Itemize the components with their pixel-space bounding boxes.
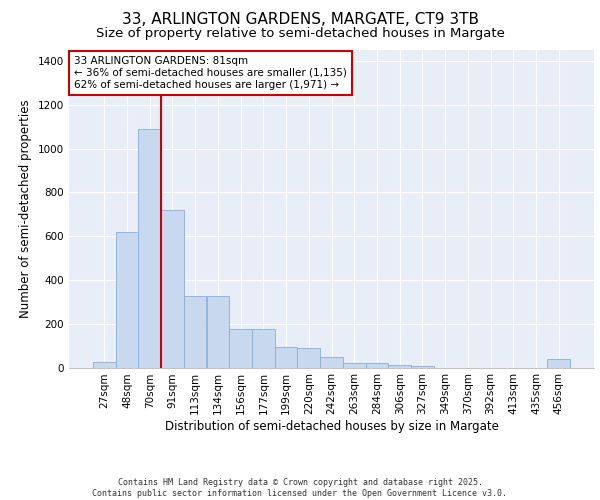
Bar [298,348,320,368]
Bar [229,329,252,368]
Bar [411,366,434,368]
Bar [388,366,411,368]
Bar [343,363,365,368]
X-axis label: Distribution of semi-detached houses by size in Margate: Distribution of semi-detached houses by … [164,420,499,433]
Text: Size of property relative to semi-detached houses in Margate: Size of property relative to semi-detach… [95,28,505,40]
Bar [252,329,275,368]
Bar [320,356,343,368]
Bar [206,296,229,368]
Bar [93,362,116,368]
Bar [184,296,206,368]
Bar [547,358,570,368]
Bar [116,232,139,368]
Bar [365,363,388,368]
Bar [139,129,161,368]
Bar [275,346,298,368]
Y-axis label: Number of semi-detached properties: Number of semi-detached properties [19,100,32,318]
Text: Contains HM Land Registry data © Crown copyright and database right 2025.
Contai: Contains HM Land Registry data © Crown c… [92,478,508,498]
Text: 33 ARLINGTON GARDENS: 81sqm
← 36% of semi-detached houses are smaller (1,135)
62: 33 ARLINGTON GARDENS: 81sqm ← 36% of sem… [74,56,347,90]
Bar [161,210,184,368]
Text: 33, ARLINGTON GARDENS, MARGATE, CT9 3TB: 33, ARLINGTON GARDENS, MARGATE, CT9 3TB [121,12,479,28]
